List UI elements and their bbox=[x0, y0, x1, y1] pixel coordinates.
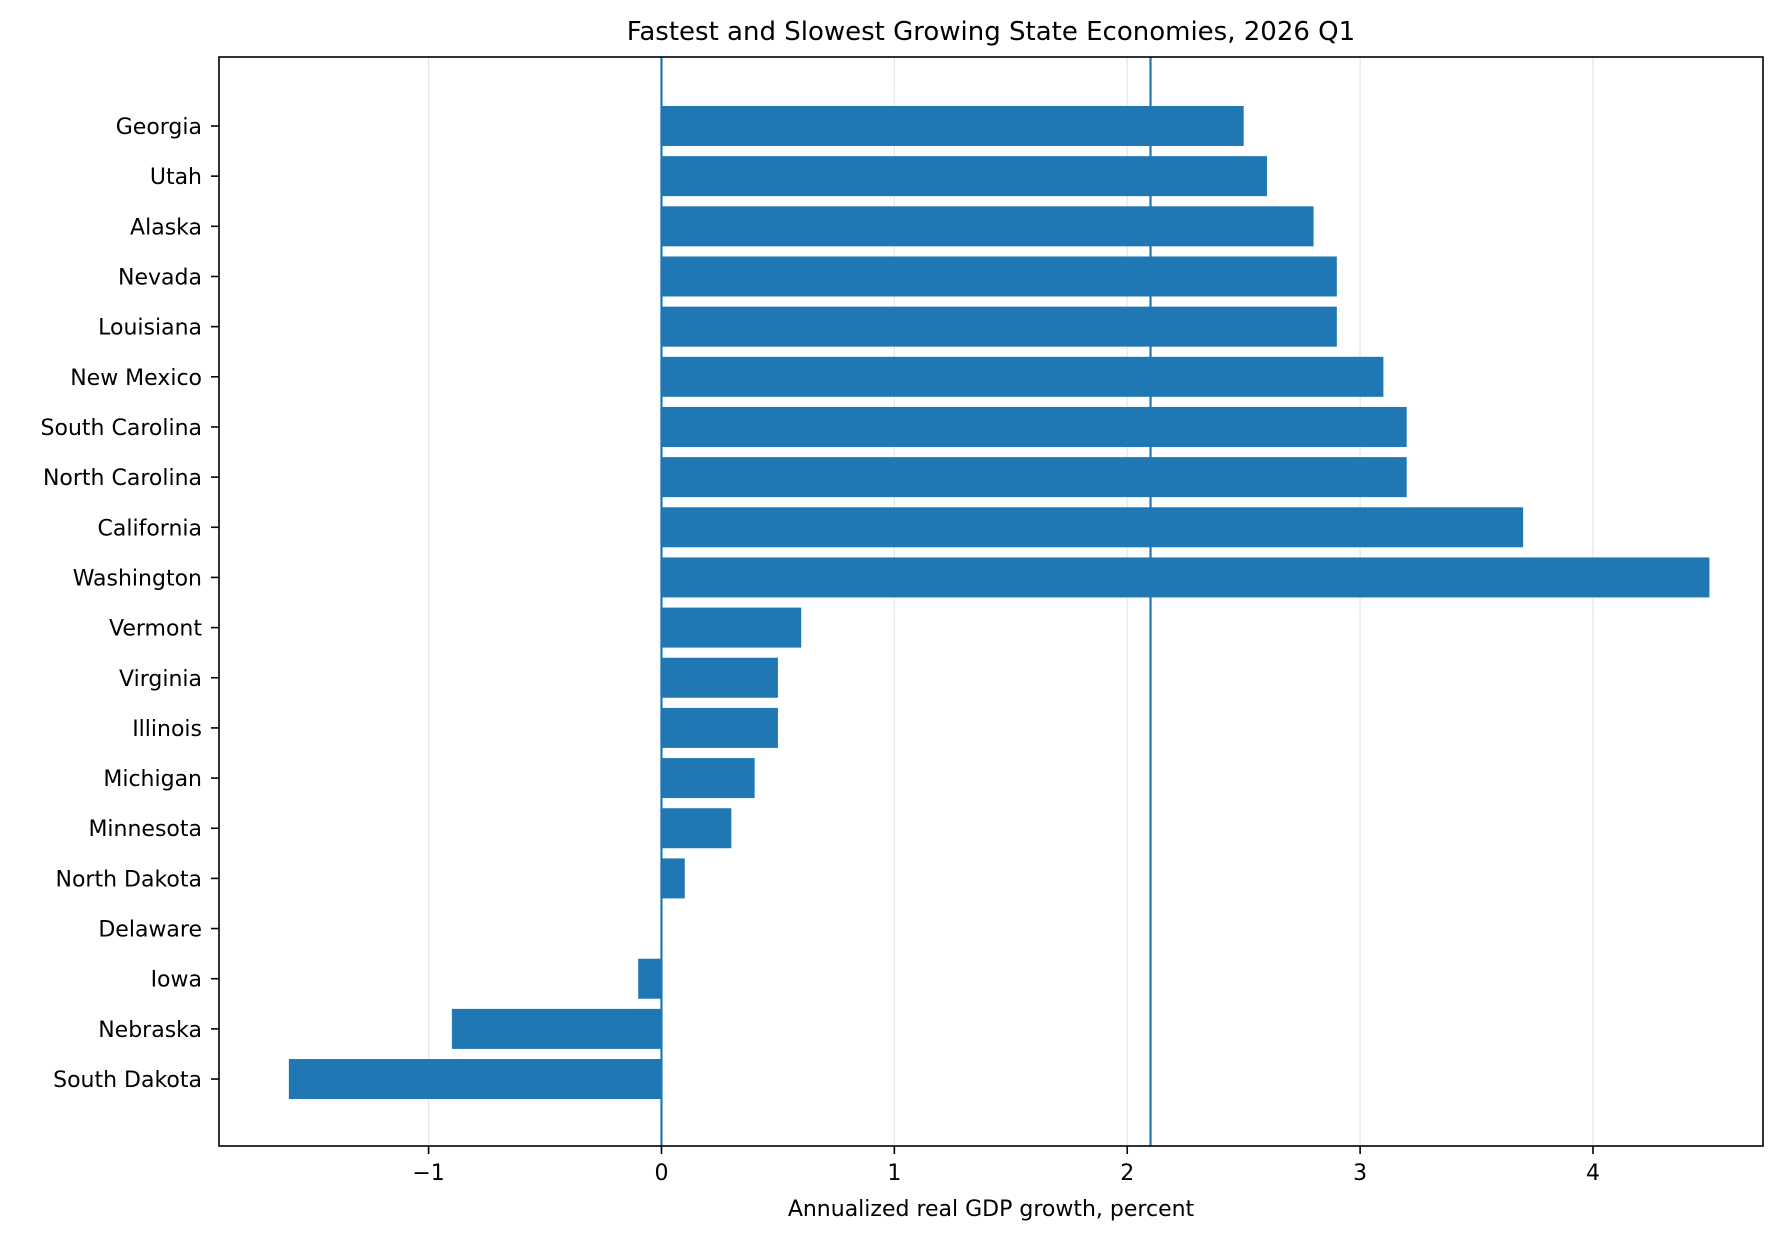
y-tick-label: South Dakota bbox=[53, 1068, 202, 1093]
y-tick-label: North Dakota bbox=[56, 867, 202, 892]
bar-vermont bbox=[661, 607, 802, 648]
x-tick-label: −1 bbox=[412, 1161, 444, 1186]
bar-north-dakota bbox=[661, 858, 685, 899]
reference-lines bbox=[660, 57, 1152, 1146]
y-tick-label: South Carolina bbox=[41, 416, 202, 441]
bar-illinois bbox=[661, 707, 778, 748]
bar-utah bbox=[661, 156, 1267, 197]
bar-south-carolina bbox=[661, 406, 1407, 447]
bar-virginia bbox=[661, 657, 778, 698]
grid-lines bbox=[427, 57, 1594, 1146]
y-tick-label: Vermont bbox=[109, 617, 202, 642]
y-tick-label: Delaware bbox=[98, 918, 202, 943]
y-tick-label: Louisiana bbox=[98, 316, 202, 341]
x-tick-label: 1 bbox=[887, 1161, 901, 1186]
bar-minnesota bbox=[661, 808, 732, 849]
y-tick-label: Nevada bbox=[118, 265, 202, 290]
y-tick-label: Alaska bbox=[130, 215, 202, 240]
y-tick-label: Illinois bbox=[132, 717, 202, 742]
bar-nevada bbox=[661, 256, 1337, 297]
y-tick-label: Georgia bbox=[116, 115, 202, 140]
y-tick-label: Virginia bbox=[119, 667, 202, 692]
y-tick-label: California bbox=[98, 516, 202, 541]
bar-louisiana bbox=[661, 306, 1337, 347]
y-tick-label: Utah bbox=[150, 165, 202, 190]
y-tick-label: Nebraska bbox=[98, 1018, 202, 1043]
bar-north-carolina bbox=[661, 457, 1407, 498]
y-tick-label: North Carolina bbox=[43, 466, 202, 491]
x-tick-label: 3 bbox=[1353, 1161, 1367, 1186]
bars bbox=[288, 106, 1710, 1100]
bar-iowa bbox=[638, 958, 662, 999]
bar-alaska bbox=[661, 206, 1314, 247]
y-tick-label: Michigan bbox=[103, 767, 202, 792]
bar-michigan bbox=[661, 758, 755, 799]
bar-new-mexico bbox=[661, 356, 1384, 397]
bar-nebraska bbox=[451, 1008, 662, 1049]
y-tick-label: Iowa bbox=[151, 968, 202, 993]
bar-washington bbox=[661, 557, 1710, 598]
bar-georgia bbox=[661, 106, 1244, 146]
plot-frame bbox=[218, 56, 1764, 1147]
x-tick-label: 0 bbox=[654, 1161, 668, 1186]
x-tick-label: 2 bbox=[1120, 1161, 1134, 1186]
x-axis-ticks: −1 0 1 2 3 4 bbox=[412, 1146, 1600, 1186]
y-tick-label: New Mexico bbox=[70, 366, 202, 391]
y-tick-label: Washington bbox=[73, 566, 202, 591]
y-axis-ticks: Georgia Utah Alaska Nevada Louisiana New Mexi… bbox=[41, 115, 219, 1093]
chart-title: Fastest and Slowest Growing State Econom… bbox=[627, 17, 1355, 47]
bar-california bbox=[661, 507, 1524, 548]
x-axis-label: Annualized real GDP growth, percent bbox=[788, 1197, 1195, 1222]
y-tick-label: Minnesota bbox=[88, 817, 202, 842]
x-tick-label: 4 bbox=[1586, 1161, 1600, 1186]
bar-south-dakota bbox=[288, 1059, 662, 1100]
